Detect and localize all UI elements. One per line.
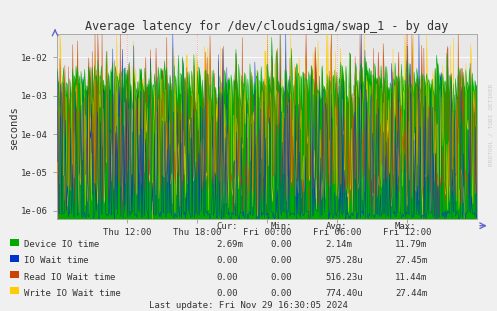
Text: 975.28u: 975.28u bbox=[326, 257, 363, 265]
Text: Max:: Max: bbox=[395, 221, 416, 230]
Text: 11.44m: 11.44m bbox=[395, 273, 427, 281]
Text: 0.00: 0.00 bbox=[271, 273, 292, 281]
Text: Min:: Min: bbox=[271, 221, 292, 230]
Text: 27.44m: 27.44m bbox=[395, 289, 427, 298]
Text: Write IO Wait time: Write IO Wait time bbox=[24, 289, 121, 298]
Text: 0.00: 0.00 bbox=[216, 257, 238, 265]
Y-axis label: seconds: seconds bbox=[8, 105, 18, 149]
Text: 516.23u: 516.23u bbox=[326, 273, 363, 281]
Text: Avg:: Avg: bbox=[326, 221, 347, 230]
Text: 2.14m: 2.14m bbox=[326, 240, 352, 249]
Text: 2.69m: 2.69m bbox=[216, 240, 243, 249]
Text: 27.45m: 27.45m bbox=[395, 257, 427, 265]
Text: 0.00: 0.00 bbox=[271, 240, 292, 249]
Text: Read IO Wait time: Read IO Wait time bbox=[24, 273, 115, 281]
Text: 774.40u: 774.40u bbox=[326, 289, 363, 298]
Text: Cur:: Cur: bbox=[216, 221, 238, 230]
Text: 0.00: 0.00 bbox=[216, 289, 238, 298]
Text: 0.00: 0.00 bbox=[216, 273, 238, 281]
Text: Last update: Fri Nov 29 16:30:05 2024: Last update: Fri Nov 29 16:30:05 2024 bbox=[149, 301, 348, 310]
Text: 0.00: 0.00 bbox=[271, 289, 292, 298]
Text: IO Wait time: IO Wait time bbox=[24, 257, 88, 265]
Text: 11.79m: 11.79m bbox=[395, 240, 427, 249]
Title: Average latency for /dev/cloudsigma/swap_1 - by day: Average latency for /dev/cloudsigma/swap… bbox=[85, 20, 449, 33]
Text: RRDTOOL / TOBI OETIKER: RRDTOOL / TOBI OETIKER bbox=[489, 83, 494, 166]
Text: 0.00: 0.00 bbox=[271, 257, 292, 265]
Text: Device IO time: Device IO time bbox=[24, 240, 99, 249]
